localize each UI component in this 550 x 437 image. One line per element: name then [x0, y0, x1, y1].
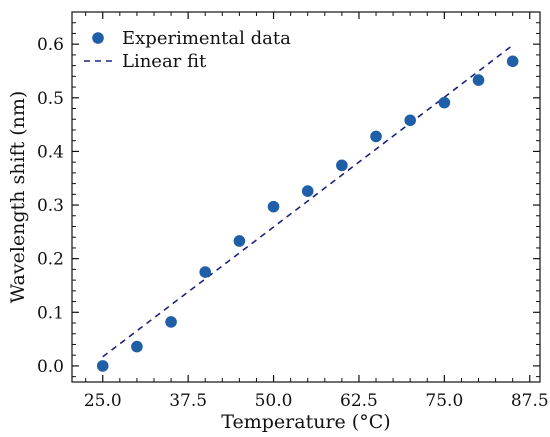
data-point — [131, 340, 143, 353]
plot-marks — [96, 44, 519, 372]
x-tick-label: 50.0 — [255, 391, 293, 411]
data-point — [165, 316, 177, 328]
legend-label-experimental: Experimental data — [122, 28, 291, 49]
x-axis-label: Temperature (°C) — [221, 411, 390, 433]
x-tick-label: 62.5 — [340, 391, 378, 411]
data-point — [96, 360, 109, 372]
y-tick-label: 0.4 — [37, 142, 64, 162]
y-tick-label: 0.6 — [37, 35, 64, 55]
data-point — [301, 185, 314, 197]
y-tick-label: 0.1 — [37, 303, 64, 323]
x-tick-label: 75.0 — [425, 391, 463, 411]
linear-fit-line — [102, 44, 514, 358]
y-axis-label-group: Wavelength shift (nm) — [7, 91, 29, 304]
legend-label-fit: Linear fit — [122, 51, 207, 72]
plot-frame — [71, 11, 541, 383]
y-axis-label: Wavelength shift (nm) — [7, 91, 29, 304]
data-point — [404, 114, 416, 127]
data-point — [472, 74, 485, 86]
y-tick-label: 0.0 — [37, 357, 64, 377]
y-tick-label: 0.3 — [37, 196, 64, 216]
data-point — [199, 266, 212, 278]
data-point — [438, 96, 451, 109]
legend-marker-experimental — [92, 32, 104, 44]
data-point — [370, 130, 382, 143]
axis-ticks: 25.0 37.5 50.0 62.5 75.0 87.5 0.0 0.1 0.2 0.3 0.4 0… — [37, 11, 549, 411]
data-point — [233, 235, 246, 247]
x-tick-label: 25.0 — [84, 391, 122, 411]
y-tick-label: 0.5 — [37, 89, 64, 109]
x-tick-label: 37.5 — [169, 391, 207, 411]
data-point — [506, 55, 519, 68]
data-point — [267, 200, 280, 213]
x-tick-label: 87.5 — [511, 391, 549, 411]
data-point — [336, 159, 348, 172]
y-tick-label: 0.2 — [37, 250, 64, 270]
